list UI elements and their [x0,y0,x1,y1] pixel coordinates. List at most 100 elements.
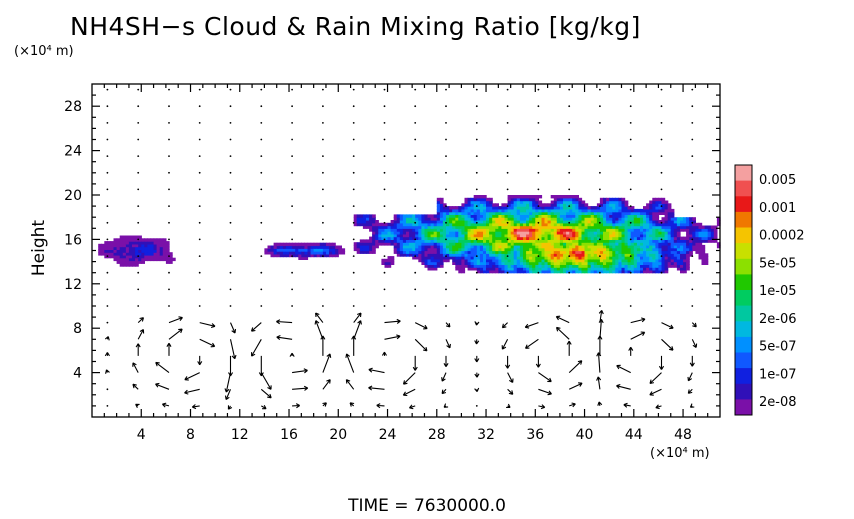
cloud-cell [495,203,499,207]
cloud-cell [532,269,536,274]
cloud-cell [390,225,395,229]
cloud-cell [596,250,601,254]
cloud-cell [483,222,487,227]
cloud-cell [609,250,613,254]
cloud-cell [439,222,444,227]
cloud-cell [433,225,438,229]
cloud-cell [264,251,269,255]
cloud-cell [513,242,518,246]
cloud-cell [572,247,576,252]
cloud-cell [526,195,530,199]
cloud-cell [569,208,573,213]
cloud-cell [125,260,130,264]
cloud-cell [584,258,589,263]
cloud-cell [652,242,656,246]
cloud-cell [421,261,426,265]
cloud-cell [618,220,623,224]
cloud-cell [572,258,576,263]
cloud-cell [658,206,663,210]
cloud-cell [513,247,518,252]
wind-vector [568,188,571,191]
cloud-cell [630,269,635,274]
cloud-cell [292,253,296,258]
cloud-cell [563,264,567,268]
wind-vector [137,271,140,274]
cloud-cell [399,222,404,227]
cloud-cell [464,200,469,204]
cloud-cell [599,222,604,227]
wind-vector [629,221,632,224]
cloud-cell [538,264,543,268]
cloud-cell [686,258,690,263]
cloud-cell [578,220,583,224]
wind-vector [291,205,293,208]
cloud-cell [633,220,638,224]
cloud-cell [98,243,102,248]
cloud-cell [596,267,601,271]
cloud-cell [467,267,472,271]
cloud-cell [649,228,653,232]
cloud-cell [603,233,607,238]
cloud-cell [689,225,693,229]
cloud-cell [125,241,130,245]
cloud-cell [483,233,487,238]
cloud-cell [507,269,512,274]
cloud-cell [569,242,573,246]
cloud-cell [507,267,512,271]
cloud-cell [304,248,309,252]
cloud-cell [375,225,379,229]
cloud-cell [446,236,450,240]
cloud-cell [128,249,133,253]
colorbar-swatch [735,165,752,182]
cloud-cell [455,244,459,249]
cloud-cell [486,264,490,268]
cloud-cell [566,217,570,221]
cloud-cell [575,211,579,215]
cloud-cell [504,264,509,268]
wind-vector [260,372,272,390]
cloud-cell [572,261,576,265]
wind-vector [104,352,110,357]
x-tick-label: 8 [186,427,195,443]
cloud-cell [313,245,318,249]
cloud-cell [624,222,629,227]
cloud-cell [427,253,432,257]
cloud-cell [559,195,564,199]
cloud-cell [603,211,607,215]
cloud-cell [436,197,441,202]
cloud-cell [116,241,121,245]
cloud-cell [516,208,521,213]
cloud-cell [495,231,499,235]
cloud-cell [606,267,610,271]
cloud-cell [430,258,435,263]
cloud-cell [553,247,558,252]
wind-vector [276,334,293,341]
cloud-cell [553,214,558,218]
cloud-cell [569,267,573,271]
cloud-cell [116,252,121,256]
cloud-cell [504,239,509,243]
cloud-cell [483,269,487,274]
cloud-cell [430,222,435,227]
cloud-cell [492,225,496,229]
cloud-cell [267,248,272,252]
cloud-cell [640,256,644,260]
cloud-cell [544,225,549,229]
cloud-cell [461,269,466,274]
cloud-cell [655,247,660,252]
cloud-cell [587,247,592,252]
wind-vector [691,188,694,191]
cloud-cell [541,220,546,224]
cloud-cell [304,253,309,258]
cloud-cell [590,256,595,260]
cloud-cell [516,228,521,232]
cloud-cell [473,208,478,213]
cloud-cell [412,222,416,227]
cloud-cell [104,243,108,248]
cloud-cell [664,250,669,254]
cloud-cell [661,253,666,257]
cloud-cell [550,242,555,246]
y-tick-label: 12 [64,277,82,293]
cloud-cell [156,243,161,248]
cloud-cell [501,244,506,249]
